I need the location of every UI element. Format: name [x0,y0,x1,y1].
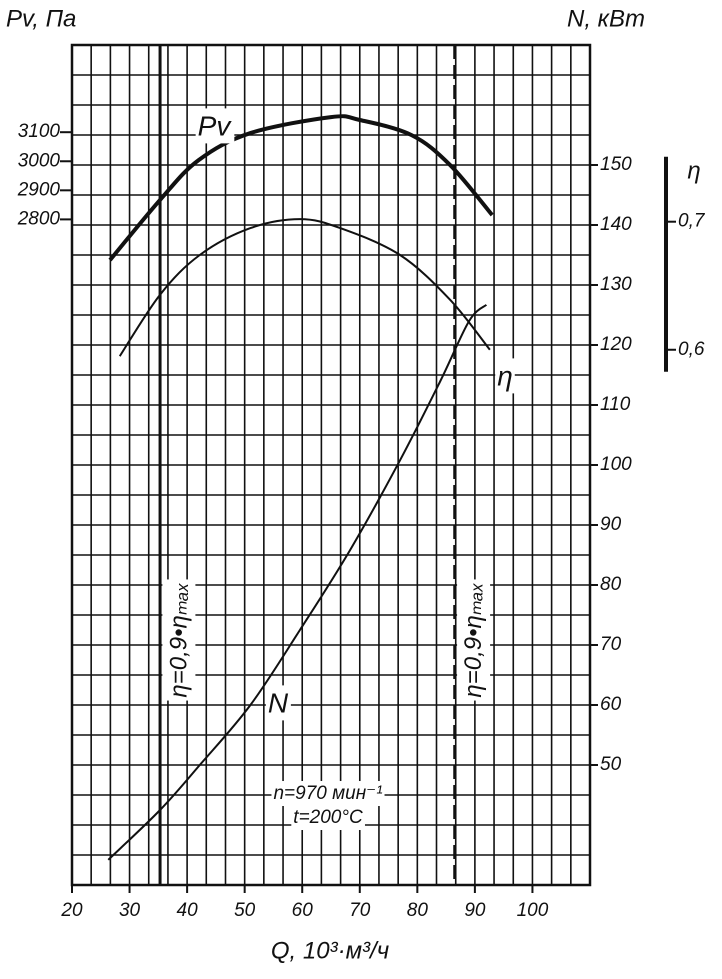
label-background [291,805,365,831]
y2-tick-label: 150 [600,154,632,175]
y-tick-label: 2900 [17,179,61,200]
annotation: n=970 мин⁻¹ [273,783,382,804]
curve-label: η [497,360,513,391]
y-tick-label: 2800 [17,208,61,229]
y2-axis-title: N, кВт [567,5,645,32]
reference-label: η=0,9•ηₘₐₓ [165,582,192,697]
x-tick-label: 80 [407,900,429,921]
y2-tick-label: 60 [600,694,622,715]
y2-tick-label: 140 [600,214,632,235]
y3-axis-title: η [687,157,700,184]
y2-tick-label: 110 [600,394,631,415]
annotation: t=200°C [293,807,363,828]
label-background [271,781,385,807]
x-tick-label: 70 [349,900,371,921]
x-tick-label: 40 [177,900,199,921]
y2-tick-label: 100 [600,454,632,475]
y-tick-label: 3000 [18,150,61,171]
label-background [265,685,291,721]
x-tick-label: 100 [517,900,549,921]
y-axis-title: Pv, Па [6,5,76,32]
y2-tick-label: 120 [600,334,632,355]
x-tick-label: 60 [292,900,314,921]
curve [107,304,488,861]
x-tick-label: 30 [119,900,141,921]
label-background [162,579,196,701]
y2-tick-label: 80 [600,574,622,595]
label-background [195,108,235,144]
label-background [457,579,491,701]
y2-tick-label: 50 [600,754,622,775]
x-tick-label: 50 [234,900,256,921]
y-tick-label: 3100 [18,121,61,142]
reference-label: η=0,9•ηₘₐₓ [460,582,487,697]
curve [118,218,491,357]
x-tick-label: 20 [60,900,83,921]
y2-tick-label: 90 [600,514,622,535]
label-background [495,358,515,394]
x-tick-label: 90 [464,900,486,921]
y2-tick-label: 130 [600,274,632,295]
curve [108,114,494,262]
y2-tick-label: 70 [600,634,622,655]
curve-label: Pv [198,110,233,141]
x-axis-title: Q, 10³·м³/ч [271,937,389,964]
curve-label: N [268,687,289,718]
y3-tick-label: 0,7 [678,211,706,232]
y3-tick-label: 0,6 [678,339,705,360]
